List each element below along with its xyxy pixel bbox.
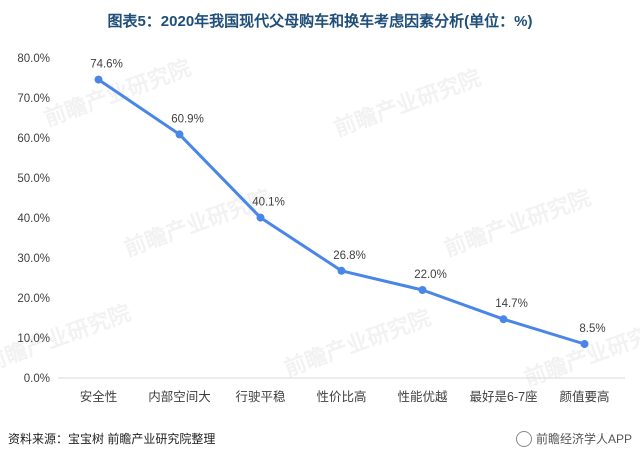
data-point [580, 340, 589, 348]
y-tick-label: 30.0% [17, 253, 50, 265]
x-tick-label: 性能优越 [397, 390, 448, 404]
data-point [175, 130, 184, 139]
watermark-text: 前瞻产业研究院 [121, 185, 274, 261]
app-credit-label: 前瞻经济学人APP [535, 432, 632, 446]
data-label: 8.5% [579, 323, 605, 335]
watermark-text: 前瞻产业研究院 [441, 185, 594, 261]
watermark-text: 前瞻产业研究院 [281, 305, 434, 381]
x-tick-label: 颜值要高 [559, 389, 609, 404]
y-tick-label: 60.0% [17, 133, 50, 145]
chart-title: 图表5：2020年我国现代父母购车和换车考虑因素分析(单位：%) [107, 13, 533, 30]
data-label: 14.7% [495, 298, 528, 310]
source-note: 资料来源：宝宝树 前瞻产业研究院整理 [8, 432, 216, 446]
y-tick-label: 0.0% [24, 373, 50, 385]
x-tick-label: 性价比高 [316, 389, 366, 404]
app-credit: 前瞻经济学人APP [515, 430, 632, 447]
data-point [256, 213, 265, 222]
data-point [418, 286, 427, 294]
data-point [94, 75, 103, 84]
watermark-text: 前瞻产业研究院 [331, 65, 484, 141]
data-label: 40.1% [252, 197, 285, 209]
data-label: 60.9% [171, 113, 204, 125]
x-tick-label: 最好是6-7座 [469, 389, 537, 404]
x-tick-label: 安全性 [80, 389, 118, 404]
y-tick-label: 50.0% [17, 173, 50, 185]
y-tick-label: 70.0% [17, 93, 50, 105]
y-tick-label: 20.0% [17, 293, 50, 305]
data-label: 26.8% [333, 250, 366, 262]
data-label: 74.6% [90, 59, 123, 71]
x-tick-label: 内部空间大 [148, 389, 211, 404]
data-point [337, 266, 346, 275]
y-tick-label: 10.0% [17, 333, 50, 345]
app-logo-icon [515, 430, 532, 447]
data-label: 22.0% [414, 269, 447, 281]
y-tick-label: 40.0% [17, 213, 50, 225]
x-tick-label: 行驶平稳 [235, 389, 286, 404]
y-tick-label: 80.0% [17, 53, 50, 65]
data-point [499, 315, 508, 324]
